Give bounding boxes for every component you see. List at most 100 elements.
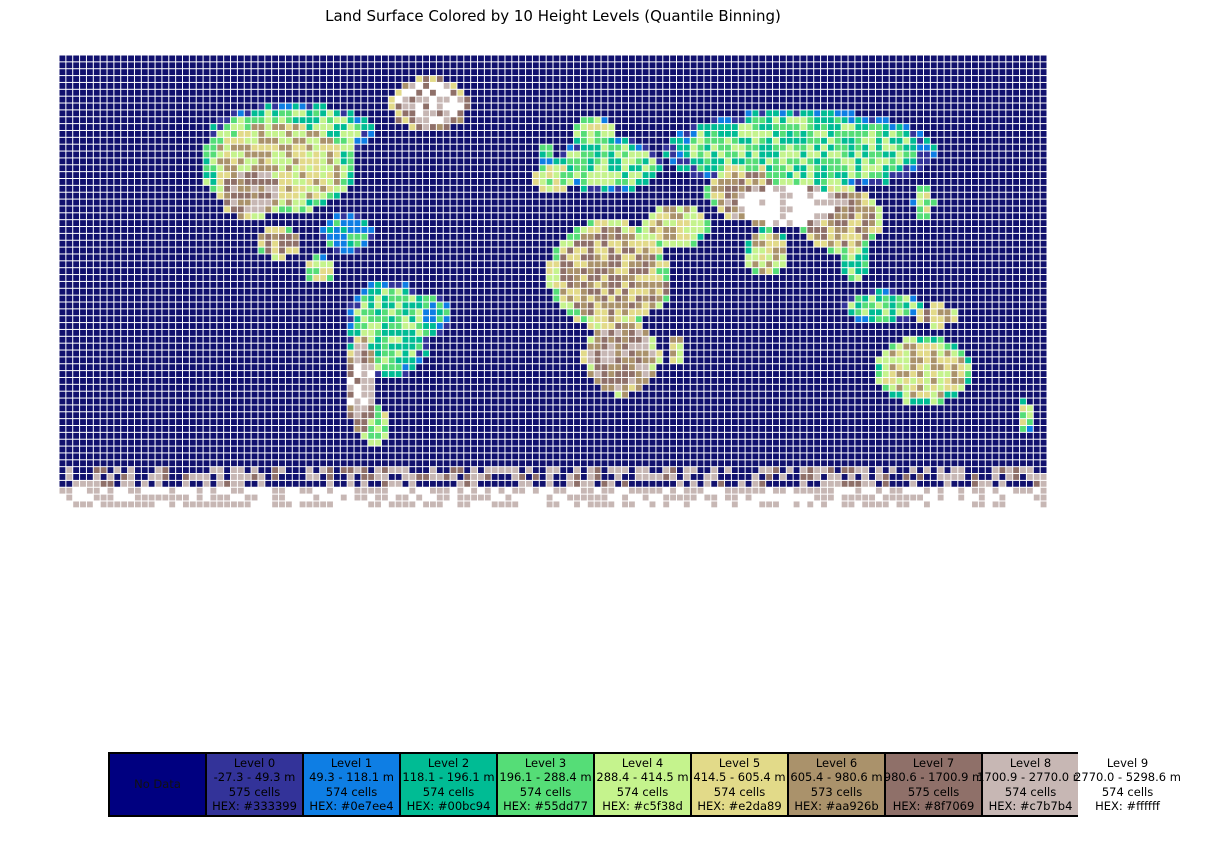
ocean-cell (381, 268, 388, 275)
ocean-cell (999, 268, 1006, 275)
land-cell-level-6 (862, 213, 869, 220)
ocean-cell (347, 261, 354, 268)
land-cell-level-3 (217, 137, 224, 144)
ocean-cell (725, 96, 731, 103)
land-cell-level-5 (265, 227, 272, 233)
ocean-cell (436, 281, 443, 288)
ocean-cell (388, 89, 395, 96)
ocean-cell (526, 275, 532, 281)
ocean-cell (189, 69, 196, 76)
ocean-cell (615, 199, 622, 206)
ocean-cell (498, 130, 505, 137)
ocean-cell (910, 124, 917, 130)
land-cell-level-3 (327, 117, 333, 124)
land-cell-level-9 (793, 220, 800, 227)
ocean-cell (217, 261, 224, 268)
ocean-cell (642, 124, 649, 130)
ocean-cell (224, 62, 231, 69)
land-cell-level-5 (608, 240, 615, 247)
ocean-cell (924, 268, 930, 275)
land-cell-level-9 (773, 206, 779, 213)
land-cell-level-0 (670, 151, 676, 158)
ocean-cell (162, 96, 169, 103)
ocean-cell (134, 179, 141, 185)
ocean-cell (567, 220, 574, 227)
ocean-cell (107, 103, 114, 110)
ocean-cell (471, 110, 478, 117)
ocean-cell (683, 185, 690, 192)
ocean-cell (951, 110, 958, 117)
ocean-cell (80, 261, 86, 268)
ocean-cell (80, 165, 86, 172)
ocean-cell (944, 268, 951, 275)
ocean-cell (436, 62, 443, 69)
ocean-cell (553, 55, 560, 62)
ocean-cell (423, 192, 429, 199)
ocean-cell (210, 117, 217, 124)
land-cell-level-5 (553, 185, 560, 192)
land-cell-level-2 (642, 179, 649, 185)
ocean-cell (423, 62, 429, 69)
ocean-cell (128, 281, 134, 288)
land-cell-level-0 (759, 110, 766, 117)
ocean-cell (430, 158, 436, 165)
land-cell-level-6 (731, 192, 738, 199)
ocean-cell (80, 151, 86, 158)
ocean-cell (800, 89, 807, 96)
ocean-cell (381, 96, 388, 103)
land-cell-level-6 (779, 247, 786, 254)
ocean-cell (59, 103, 66, 110)
ocean-cell (203, 69, 210, 76)
ocean-cell (354, 275, 361, 281)
ocean-cell (567, 55, 574, 62)
ocean-cell (402, 213, 409, 220)
ocean-cell (134, 144, 141, 151)
ocean-cell (546, 206, 553, 213)
land-cell-level-2 (347, 179, 354, 185)
land-cell-level-9 (800, 192, 807, 199)
ocean-cell (327, 82, 333, 89)
ocean-cell (484, 130, 491, 137)
ocean-cell (930, 213, 937, 220)
land-cell-level-9 (773, 192, 779, 199)
ocean-cell (505, 172, 512, 178)
ocean-cell (683, 192, 690, 199)
land-cell-level-2 (306, 199, 313, 206)
ocean-cell (1033, 69, 1040, 76)
ocean-cell (244, 240, 251, 247)
land-cell-level-3 (704, 158, 711, 165)
ocean-cell (1033, 103, 1040, 110)
ocean-cell (869, 185, 875, 192)
land-cell-level-3 (272, 117, 279, 124)
land-cell-level-3 (347, 151, 354, 158)
ocean-cell (711, 213, 718, 220)
ocean-cell (368, 117, 375, 124)
ocean-cell (59, 110, 66, 117)
ocean-cell (388, 82, 395, 89)
land-cell-level-7 (231, 179, 237, 185)
ocean-cell (985, 89, 992, 96)
land-cell-level-3 (759, 137, 766, 144)
land-cell-level-4 (690, 220, 697, 227)
land-cell-level-3 (313, 254, 320, 261)
ocean-cell (189, 137, 196, 144)
ocean-cell (464, 82, 471, 89)
ocean-cell (478, 89, 484, 96)
land-cell-level-2 (553, 158, 560, 165)
ocean-cell (148, 82, 155, 89)
land-cell-level-4 (594, 117, 601, 124)
ocean-cell (93, 124, 100, 130)
ocean-cell (93, 206, 100, 213)
ocean-cell (1040, 268, 1047, 275)
ocean-cell (574, 110, 580, 117)
ocean-cell (800, 281, 807, 288)
ocean-cell (539, 82, 546, 89)
ocean-cell (827, 55, 834, 62)
ocean-cell (299, 89, 306, 96)
land-cell-level-5 (683, 220, 690, 227)
ocean-cell (1020, 206, 1026, 213)
land-cell-level-4 (237, 151, 244, 158)
ocean-cell (930, 227, 937, 233)
land-cell-level-7 (608, 275, 615, 281)
land-cell-level-2 (862, 247, 869, 254)
